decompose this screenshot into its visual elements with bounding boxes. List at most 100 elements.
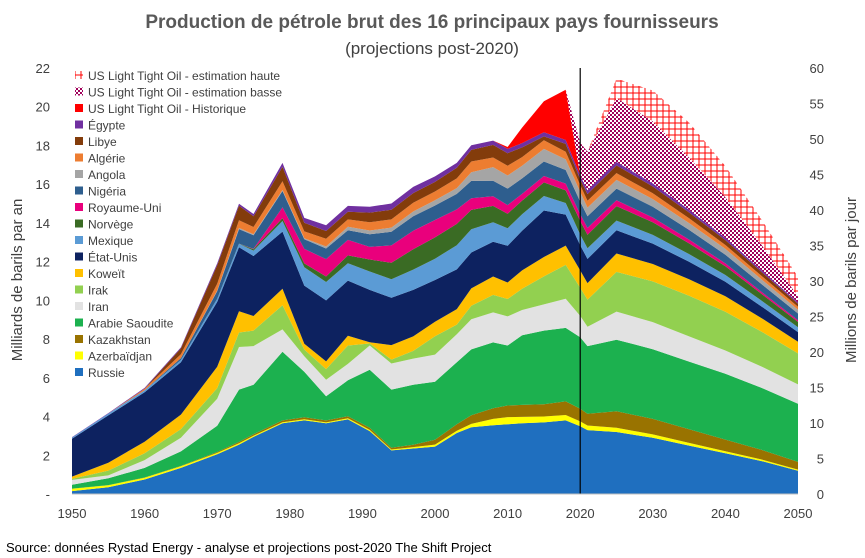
legend-item-us-light-tight-oil-estimation-basse: US Light Tight Oil - estimation basse [75,86,282,100]
y-tick-label: 2 [43,448,50,463]
y2-tick-label: 40 [810,203,824,218]
y-axis-label: Milliards de barils par an [9,199,26,362]
area-kazakhstan [72,401,798,489]
x-tick-label: 1990 [348,506,377,521]
x-tick-label: 2000 [421,506,450,521]
x-tick-label: 1970 [203,506,232,521]
legend-item-libye: Libye [75,135,117,149]
legend-swatch [75,186,83,195]
stacked-areas [72,78,798,494]
legend-swatch [75,153,83,162]
legend-item-mexique: Mexique [75,234,134,248]
chart-title: Production de pétrole brut des 16 princi… [145,12,718,33]
legend-item-us-light-tight-oil-estimation-haute: US Light Tight Oil - estimation haute [75,69,280,83]
area-azerbaidjan [72,415,798,492]
legend-label: État-Unis [88,250,137,265]
y-tick-label: 20 [36,100,50,115]
x-tick-label: 2020 [566,506,595,521]
legend-label: Arabie Saoudite [88,317,174,331]
legend-item-norvege: Norvège [75,218,134,232]
x-tick-label: 2030 [638,506,667,521]
y-tick-label: 18 [36,138,50,153]
y2-tick-label: 5 [817,452,824,467]
legend-swatch [75,302,83,310]
legend-swatch [75,87,83,96]
legend-swatch [75,137,83,145]
legend-label: Nigéria [88,185,126,199]
legend-label: US Light Tight Oil - estimation haute [88,69,280,83]
legend-label: Kazakhstan [88,333,151,347]
legend-swatch [75,285,83,294]
area-royaume-uni [72,176,798,438]
legend-label: Iran [88,300,109,314]
legend-item-etat-unis: État-Unis [75,250,137,265]
legend-swatch [75,351,83,360]
legend-item-us-light-tight-oil-historique: US Light Tight Oil - Historique [75,102,246,116]
y2-tick-label: 10 [810,416,824,431]
x-tick-label: 2050 [784,506,813,521]
y-tick-label: 12 [36,255,50,270]
y-tick-label: - [46,487,50,502]
legend-label: Irak [88,284,109,298]
legend-item-irak: Irak [75,284,109,298]
legend-swatch [75,318,83,327]
legend-label: Algérie [88,152,126,166]
x-tick-label: 2010 [493,506,522,521]
y2-axis-label: Millions de barils par jour [843,197,860,363]
legend-item-royaume-uni: Royaume-Uni [75,201,161,215]
area-nigeria [72,161,798,438]
legend-item-arabie-saoudite: Arabie Saoudite [75,317,174,331]
area-irak [72,264,798,480]
legend-swatch [75,335,83,343]
y-tick-label: 4 [43,410,50,425]
legend-label: Norvège [88,218,134,232]
y2-tick-label: 50 [810,132,824,147]
y2-tick-label: 55 [810,97,824,112]
area-etat-unis [72,210,798,477]
y-tick-label: 16 [36,177,50,192]
y2-tick-label: 0 [817,487,824,502]
y2-tick-label: 35 [810,239,824,254]
legend-label: Russie [88,366,125,380]
legend-item-algerie: Algérie [75,152,126,166]
legend-item-koweit: Koweït [75,267,125,281]
y-tick-label: 6 [43,371,50,386]
legend-label: Koweït [88,267,125,281]
legend-item-kazakhstan: Kazakhstan [75,333,151,347]
legend-swatch [75,252,83,261]
y2-tick-label: 25 [810,310,824,325]
legend-label: Royaume-Uni [88,201,161,215]
legend-label: US Light Tight Oil - Historique [88,102,246,116]
legend-swatch [75,368,83,376]
y2-tick-label: 45 [810,168,824,183]
legend-item-angola: Angola [75,168,126,182]
y-tick-label: 22 [36,61,50,76]
y2-tick-label: 20 [810,345,824,360]
legend-label: Libye [88,135,117,149]
legend-swatch [75,269,83,277]
legend-swatch [75,170,83,178]
y-tick-label: 14 [36,216,50,231]
area-algerie [72,140,798,438]
y-tick-label: 10 [36,293,50,308]
legend-item-iran: Iran [75,300,109,314]
legend: US Light Tight Oil - estimation haute US … [75,69,282,380]
legend-swatch [75,219,83,228]
y-tick-label: 8 [43,332,50,347]
axis-ticks: 1950 1960 1970 1980 1990 2000 2010 2020 2030 2040… [36,61,824,521]
legend-label: Égypte [88,118,126,133]
legend-swatch [75,203,83,211]
area-arabie-saoudite [72,327,798,489]
x-tick-label: 1960 [130,506,159,521]
legend-label: Mexique [88,234,134,248]
x-tick-label: 1980 [275,506,304,521]
legend-swatch [75,236,83,244]
area-russie [72,419,798,494]
source-note: Source: données Rystad Energy - analyse … [6,540,492,555]
legend-swatch [75,104,83,112]
legend-label: Angola [88,168,126,182]
legend-swatch [75,71,83,79]
x-tick-label: 1950 [58,506,87,521]
y2-tick-label: 60 [810,61,824,76]
